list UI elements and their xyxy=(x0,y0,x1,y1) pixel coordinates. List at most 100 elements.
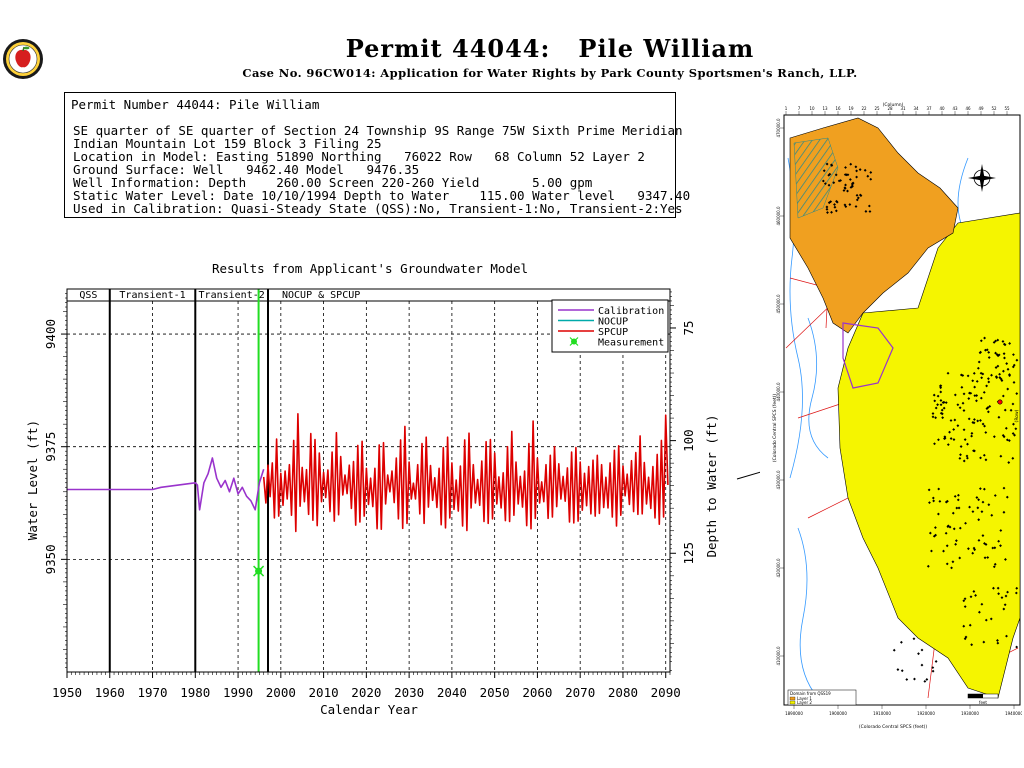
map-well-marker xyxy=(1015,392,1019,396)
map-well-marker xyxy=(844,166,847,169)
map-well-marker xyxy=(1012,381,1016,384)
map-well-marker xyxy=(830,163,833,167)
map-calibration-area xyxy=(842,322,894,389)
map-well-marker xyxy=(956,493,960,497)
map-well-marker xyxy=(938,384,942,388)
map-legend-layer2-swatch xyxy=(789,700,796,705)
map-well-marker xyxy=(1009,408,1013,412)
map-well-marker xyxy=(832,181,836,185)
map-well-marker xyxy=(1002,486,1006,490)
map-well-marker xyxy=(957,506,961,510)
map-well-marker xyxy=(977,610,981,614)
map-well-marker xyxy=(912,637,916,641)
map-well-marker xyxy=(958,526,962,530)
map-well-marker xyxy=(855,193,859,197)
map-well-marker xyxy=(899,640,903,644)
map-well-marker xyxy=(971,510,975,514)
map-axis-ticks: 1890000 1900000 1910000 1920000 1930000 19400… xyxy=(776,118,1022,716)
chart-series xyxy=(67,289,669,672)
map-well-marker xyxy=(960,385,964,389)
legend-label: SPCUP xyxy=(598,327,628,338)
map-well-marker xyxy=(864,210,868,213)
map-well-marker xyxy=(956,424,960,428)
y2-tick-label: 125 xyxy=(681,542,696,565)
map-well-marker xyxy=(980,602,984,606)
legend-swatch-cross xyxy=(569,337,579,346)
map-well-marker xyxy=(964,521,967,525)
map-well-marker xyxy=(1003,408,1007,412)
y-tick-label: 9350 xyxy=(43,544,58,574)
map-well-marker xyxy=(920,648,924,652)
map-x-tick-label: 1920000 xyxy=(917,711,935,716)
agency-seal-logo xyxy=(3,39,43,79)
map-well-marker xyxy=(905,678,909,681)
map-column-tick-label: 49 xyxy=(978,106,984,111)
map-well-marker xyxy=(939,386,943,390)
map-well-marker xyxy=(981,534,985,538)
plot-frame xyxy=(66,288,671,673)
map-well-marker xyxy=(996,641,1000,645)
map-well-marker xyxy=(979,419,982,422)
map-y-tick-label: 440000.0 xyxy=(776,382,781,402)
x-tick-label: 2090 xyxy=(651,685,681,700)
map-well-marker xyxy=(975,394,979,397)
map-well-marker xyxy=(994,366,998,369)
period-label: QSS xyxy=(79,290,97,301)
map-column-tick-label: 13 xyxy=(822,106,828,111)
map-right-label: (Row) xyxy=(1014,409,1020,422)
map-well-marker xyxy=(949,437,953,440)
map-well-marker xyxy=(972,371,976,375)
map-well-marker xyxy=(1005,362,1009,365)
y-axis-label: Water Level (ft) xyxy=(25,420,40,540)
map-well-marker xyxy=(970,434,974,438)
map-well-marker xyxy=(1001,433,1005,437)
map-y-tick-label: 420000.0 xyxy=(776,558,781,578)
map-well-marker xyxy=(992,586,995,590)
map-well-marker xyxy=(846,189,849,193)
map-well-marker xyxy=(974,594,977,597)
map-x-tick-label: 1900000 xyxy=(829,711,847,716)
map-well-marker xyxy=(973,385,977,389)
map-well-marker xyxy=(1003,343,1007,347)
map-well-marker xyxy=(1007,439,1011,443)
map-well-marker xyxy=(844,205,848,209)
map-well-marker xyxy=(984,458,988,462)
map-well-marker xyxy=(939,403,943,407)
map-well-marker xyxy=(962,459,966,463)
legend-label: NOCUP xyxy=(598,317,628,328)
map-well-marker xyxy=(967,397,971,400)
map-well-marker xyxy=(984,431,988,434)
map-well-marker xyxy=(951,560,955,564)
map-well-marker xyxy=(965,456,969,460)
y-tick-label: 9400 xyxy=(43,319,58,349)
map-well-marker xyxy=(866,174,870,178)
map-well-marker xyxy=(946,371,950,375)
map-well-marker xyxy=(856,196,860,200)
map-well-marker xyxy=(1006,387,1010,391)
map-well-marker xyxy=(1003,356,1006,360)
map-well-marker xyxy=(826,211,829,214)
map-well-marker xyxy=(1002,510,1006,514)
map-well-marker xyxy=(995,376,999,380)
map-well-marker xyxy=(977,360,981,364)
map-well-marker xyxy=(976,506,980,510)
map-well-marker xyxy=(1000,379,1004,382)
map-column-tick-label: 31 xyxy=(900,106,906,111)
map-well-marker xyxy=(934,416,938,420)
map-well-marker xyxy=(953,418,957,422)
map-well-marker xyxy=(987,356,991,359)
map-well-marker xyxy=(973,394,977,398)
map-well-marker xyxy=(979,456,982,460)
map-well-marker xyxy=(983,336,986,340)
map-well-marker xyxy=(976,419,980,423)
map-well-marker xyxy=(1005,634,1008,638)
map-well-marker xyxy=(990,513,994,517)
map-well-marker xyxy=(989,617,993,621)
map-well-marker xyxy=(984,348,987,352)
legend-label: Calibration xyxy=(598,306,664,317)
map-well-marker xyxy=(833,205,837,209)
map-well-marker xyxy=(1002,607,1006,611)
map-well-marker xyxy=(1015,586,1019,590)
map-target-well-marker xyxy=(997,399,1003,405)
y-tick-label: 9375 xyxy=(43,432,58,462)
